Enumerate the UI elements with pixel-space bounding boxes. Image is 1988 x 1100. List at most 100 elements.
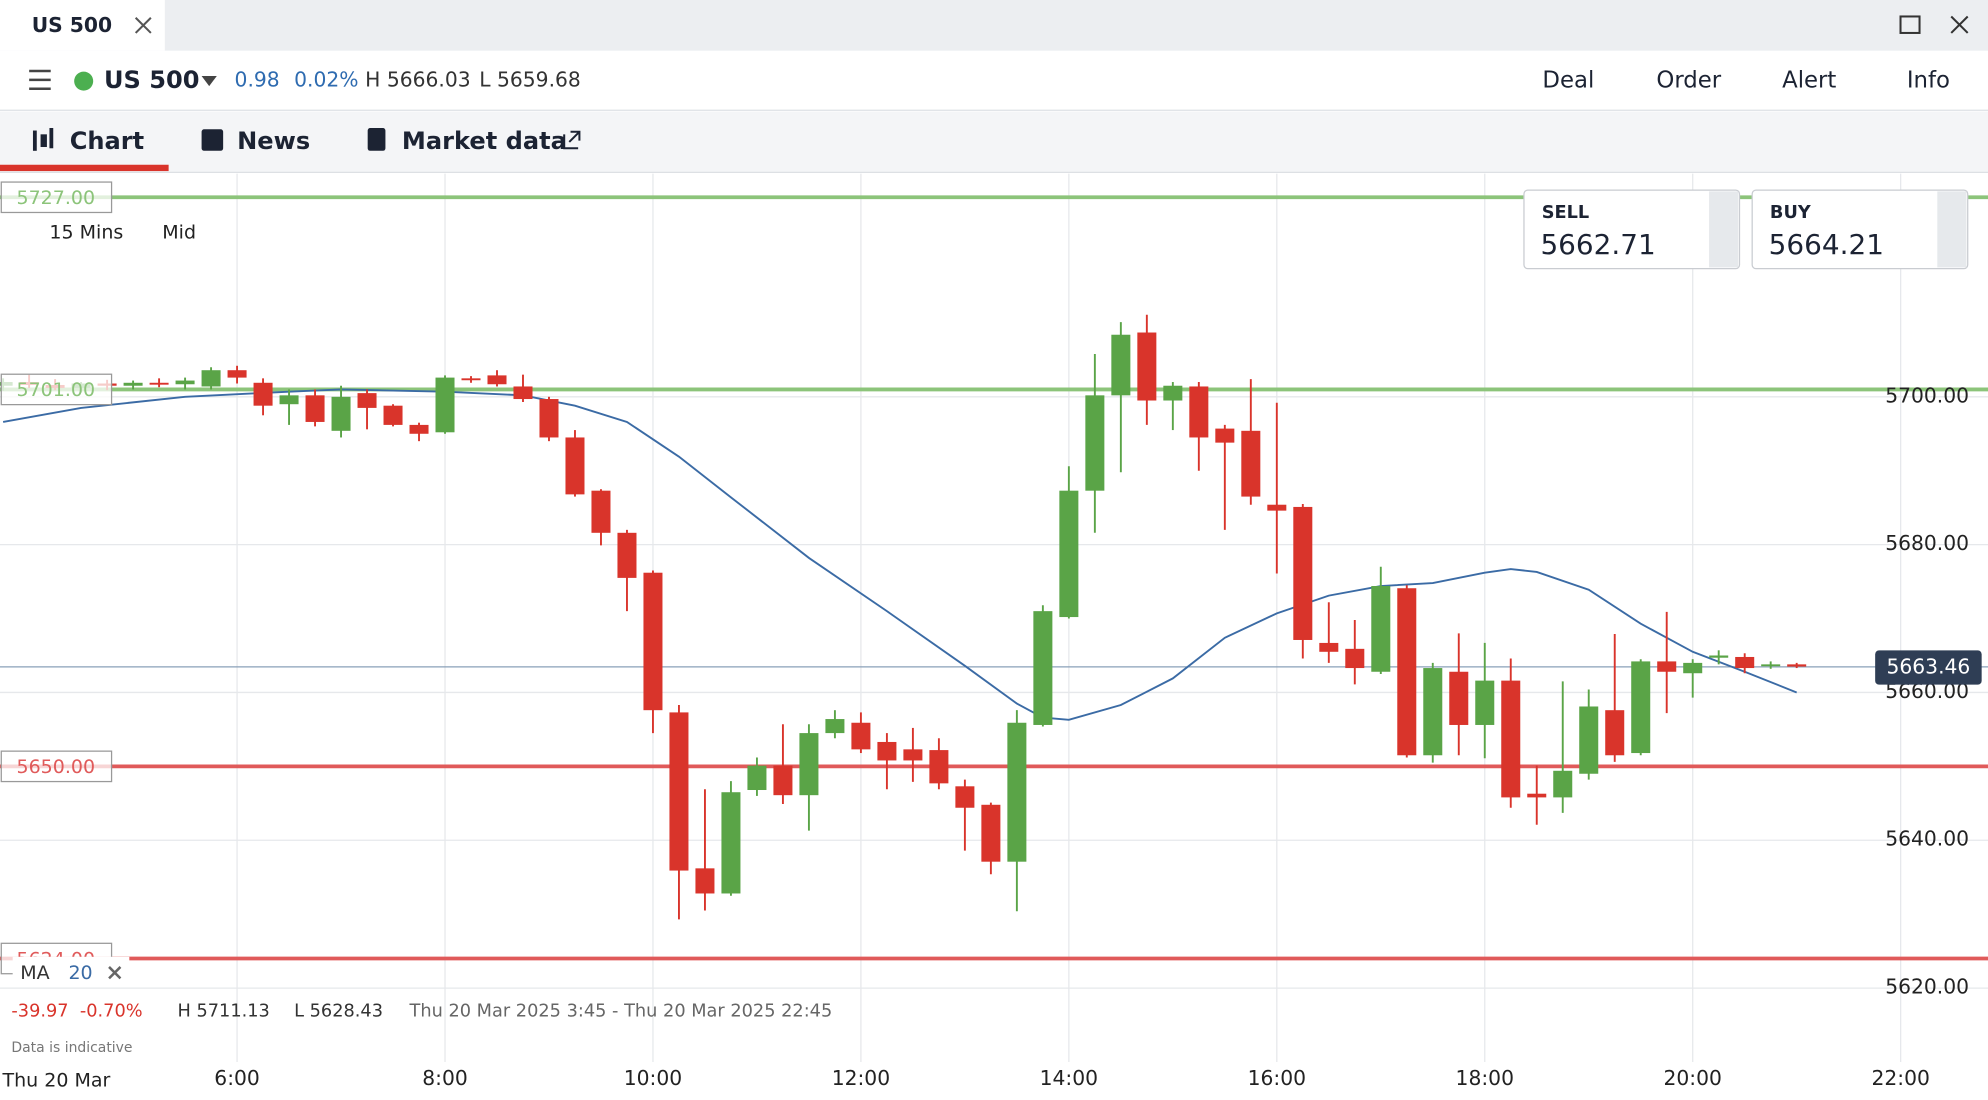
candle-body	[877, 741, 897, 761]
close-tab[interactable]	[134, 17, 152, 34]
ma-period: 20	[68, 962, 92, 984]
tab-strip	[0, 111, 1988, 173]
candle-body	[123, 382, 143, 386]
sell-box[interactable]	[1523, 189, 1741, 270]
window-tab[interactable]	[0, 0, 165, 51]
candle-body	[357, 393, 377, 408]
y-tick-label: 5640.00	[1885, 827, 1969, 851]
candle-body	[487, 375, 507, 385]
menu[interactable]	[29, 69, 51, 90]
date-label: Thu 20 Mar	[2, 1069, 111, 1091]
x-tick-label: 10:00	[624, 1066, 682, 1090]
high: H 5666.03	[365, 68, 471, 92]
level-label[interactable]: 5650.00	[16, 756, 95, 778]
news-icon	[201, 129, 224, 151]
buy-box[interactable]	[1751, 189, 1969, 270]
y-tick-label: 5620.00	[1885, 975, 1969, 999]
instrument[interactable]: US 500	[104, 66, 200, 94]
candle-body	[1111, 334, 1131, 396]
x-tick-label: 14:00	[1040, 1066, 1098, 1090]
close-window[interactable]	[1950, 15, 1969, 34]
candle-body	[1085, 395, 1105, 491]
candle-body	[539, 399, 559, 438]
candle-body	[955, 786, 975, 808]
candle-body	[1735, 656, 1755, 669]
x-tick-label: 6:00	[214, 1066, 260, 1090]
candle-body	[1631, 661, 1651, 754]
deal-button[interactable]: Deal	[1542, 68, 1594, 94]
candle-body	[1371, 586, 1391, 672]
market-data-tab[interactable]: Market data	[402, 127, 567, 155]
tab-bar	[0, 0, 1988, 51]
candle-body	[513, 386, 533, 400]
summary-low: L 5628.43	[294, 1001, 383, 1021]
x-tick-label: 16:00	[1248, 1066, 1306, 1090]
price-type[interactable]: Mid	[162, 222, 196, 244]
buy-price: 5664.21	[1769, 228, 1884, 261]
chart-tab[interactable]: Chart	[70, 127, 144, 155]
level-label-box[interactable]	[0, 373, 113, 406]
candle-body	[1761, 664, 1781, 667]
candle-body	[1709, 655, 1729, 658]
level-label[interactable]: 5727.00	[16, 187, 95, 209]
candle-body	[279, 395, 299, 405]
candle-body	[461, 378, 481, 381]
news-tab[interactable]: News	[237, 127, 310, 155]
candle-body	[565, 437, 585, 495]
candle-body	[1657, 661, 1677, 672]
tab-title: US 500	[32, 13, 112, 37]
candle-body	[1605, 710, 1625, 756]
chart-icon	[32, 127, 54, 151]
buy-label: BUY	[1770, 203, 1812, 223]
candle-body	[1137, 332, 1157, 401]
candle-body	[1163, 385, 1183, 401]
alert-button[interactable]: Alert	[1782, 68, 1836, 94]
active-tab-indicator	[0, 164, 169, 172]
ma-line	[2, 388, 1798, 721]
x-tick-label: 8:00	[422, 1066, 468, 1090]
candle-body	[1397, 588, 1417, 756]
level-label-box[interactable]	[0, 181, 113, 214]
x-tick-label: 12:00	[832, 1066, 890, 1090]
order-button[interactable]: Order	[1656, 68, 1721, 94]
candle-body	[1189, 386, 1209, 438]
ma-remove[interactable]	[108, 966, 122, 980]
candle-body	[1007, 722, 1027, 862]
settings-bg	[38, 215, 216, 249]
candle-body	[903, 749, 923, 761]
candle-body	[253, 382, 273, 406]
candle-body	[695, 868, 715, 894]
sell-label: SELL	[1542, 203, 1590, 223]
candle-body	[1501, 680, 1521, 798]
info-button[interactable]: Info	[1907, 68, 1950, 94]
maximize[interactable]	[1899, 15, 1921, 34]
last-price-label: 5663.46	[1886, 655, 1970, 679]
candle-body	[669, 712, 689, 871]
buy-box-edge	[1937, 191, 1967, 268]
y-tick-label: 5680.00	[1885, 531, 1969, 555]
level-label-box[interactable]	[0, 750, 113, 783]
dropdown[interactable]	[201, 76, 217, 87]
candle-body	[799, 733, 819, 796]
candle-body	[227, 370, 247, 378]
ma-name: MA	[20, 962, 49, 984]
candle-body	[1449, 671, 1469, 725]
x-tick-label: 22:00	[1871, 1066, 1929, 1090]
summary-change-pct: -0.70%	[80, 1001, 143, 1021]
candle-body	[331, 396, 351, 431]
candle-body	[1345, 648, 1365, 669]
note: Data is indicative	[11, 1040, 132, 1056]
plot	[0, 173, 1988, 1062]
candle-body	[929, 750, 949, 784]
y-tick-label: 5660.00	[1885, 679, 1969, 703]
sell-box-edge	[1709, 191, 1739, 268]
summary-range: Thu 20 Mar 2025 3:45 - Thu 20 Mar 2025 2…	[409, 1001, 833, 1021]
level-label[interactable]: 5701.00	[16, 379, 95, 401]
interval[interactable]: 15 Mins	[49, 222, 123, 244]
change-pct: 0.02%	[294, 68, 358, 92]
overlay: 6:00 8:00 10:00 12:00 14:00 16:00 18:00 20:00 22…	[0, 181, 1982, 1091]
low: L 5659.68	[479, 68, 581, 92]
candle-body	[201, 370, 221, 387]
summary-change: -39.97	[11, 1001, 68, 1021]
